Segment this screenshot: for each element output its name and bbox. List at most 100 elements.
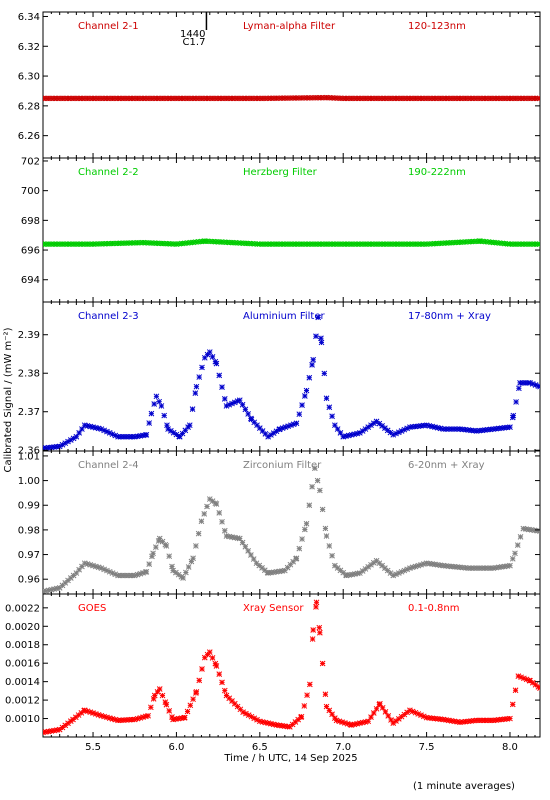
data-point (513, 399, 519, 405)
data-point (298, 713, 305, 720)
data-point (163, 543, 170, 549)
data-point (537, 95, 540, 102)
data-point (301, 393, 308, 399)
data-point (316, 629, 323, 636)
panel-frame (42, 11, 541, 159)
panel-5: 0.0010 0.0012 0.0014 0.0016 0.0018 0.0020 0.00… (5, 593, 541, 738)
data-point (143, 431, 150, 438)
data-point (296, 545, 303, 552)
data-point (193, 543, 199, 549)
y-tick-label: 2.39 (18, 330, 40, 341)
band-label: 120-123nm (408, 21, 466, 32)
filter-label: Herzberg Filter (243, 167, 318, 178)
data-point (311, 465, 318, 472)
data-point (310, 356, 317, 363)
y-tick-label: 0.96 (18, 575, 40, 586)
data-point (90, 424, 96, 430)
data-point (309, 483, 315, 490)
data-point (221, 396, 228, 402)
data-point (242, 543, 249, 550)
data-point (329, 552, 335, 559)
data-point (196, 677, 203, 684)
y-tick-label: 6.26 (18, 131, 40, 142)
y-axis-title: Calibrated Signal / (mW m⁻²) (3, 327, 14, 472)
data-point (373, 705, 380, 712)
data-point (303, 520, 310, 527)
data-point (166, 708, 173, 714)
data-point (156, 686, 163, 692)
x-axis-title: Time / h UTC, 14 Sep 2025 (223, 753, 357, 764)
data-point (213, 501, 220, 507)
data-point (370, 710, 377, 716)
data-point (158, 403, 165, 409)
data-point (145, 712, 151, 719)
y-tick-label: 6.28 (18, 101, 40, 112)
data-point (306, 681, 313, 688)
x-tick-label: 6.0 (168, 742, 184, 753)
data-point (310, 627, 317, 633)
data-point (326, 543, 333, 549)
data-point (382, 709, 389, 715)
data-point (189, 406, 196, 413)
data-point (251, 419, 258, 426)
data-point (154, 689, 161, 695)
data-point (326, 404, 333, 411)
data-point (377, 700, 383, 707)
data-point (193, 688, 200, 695)
data-point (507, 715, 513, 722)
panel-3: 2.36 2.37 2.38 2.39 Channel 2-3 Aluminium Fil… (18, 301, 541, 457)
x-tick-label: 8.0 (502, 742, 518, 753)
data-point (206, 349, 213, 355)
data-point (199, 364, 205, 371)
data-point (161, 412, 168, 419)
data-series (43, 314, 540, 451)
data-point (219, 384, 225, 390)
data-point (323, 395, 330, 402)
data-point (193, 383, 200, 390)
data-point (192, 390, 199, 396)
data-point (504, 563, 511, 569)
data-point (73, 570, 80, 576)
data-point (248, 552, 254, 558)
y-tick-label: 0.0012 (5, 696, 40, 707)
data-point (316, 624, 323, 631)
flare-class-label: C1.7 (183, 37, 206, 48)
data-point (164, 422, 170, 429)
filter-label: Zirconium Filter (243, 460, 322, 471)
data-point (163, 701, 170, 708)
data-point (313, 333, 319, 340)
channel-label: Channel 2-2 (78, 167, 139, 178)
y-tick-label: 0.0020 (5, 622, 40, 633)
data-point (301, 526, 308, 533)
data-point (250, 556, 257, 562)
data-point (152, 544, 159, 551)
data-series (43, 599, 540, 736)
data-point (532, 681, 539, 688)
filter-label: Xray Sensor (243, 603, 304, 614)
band-label: 0.1-0.8nm (408, 603, 460, 614)
data-point (216, 510, 223, 516)
data-point (198, 518, 205, 525)
data-point (242, 406, 249, 413)
data-point (516, 385, 522, 392)
data-point (365, 718, 372, 725)
data-point (185, 564, 192, 570)
data-point (323, 533, 330, 539)
data-point (236, 397, 243, 404)
data-point (322, 691, 329, 698)
data-point (306, 502, 313, 509)
band-label: 17-80nm + Xray (408, 311, 491, 322)
panel-frame (42, 157, 541, 303)
data-point (313, 604, 319, 610)
data-point (329, 413, 335, 420)
y-tick-label: 2.37 (18, 407, 40, 418)
filter-label: Lyman-alpha Filter (243, 21, 336, 32)
data-point (245, 411, 251, 417)
data-point (537, 528, 540, 534)
data-point (537, 241, 540, 247)
data-point (379, 704, 386, 711)
y-tick-label: 6.34 (18, 12, 40, 23)
data-point (296, 411, 303, 418)
data-point (507, 424, 513, 430)
